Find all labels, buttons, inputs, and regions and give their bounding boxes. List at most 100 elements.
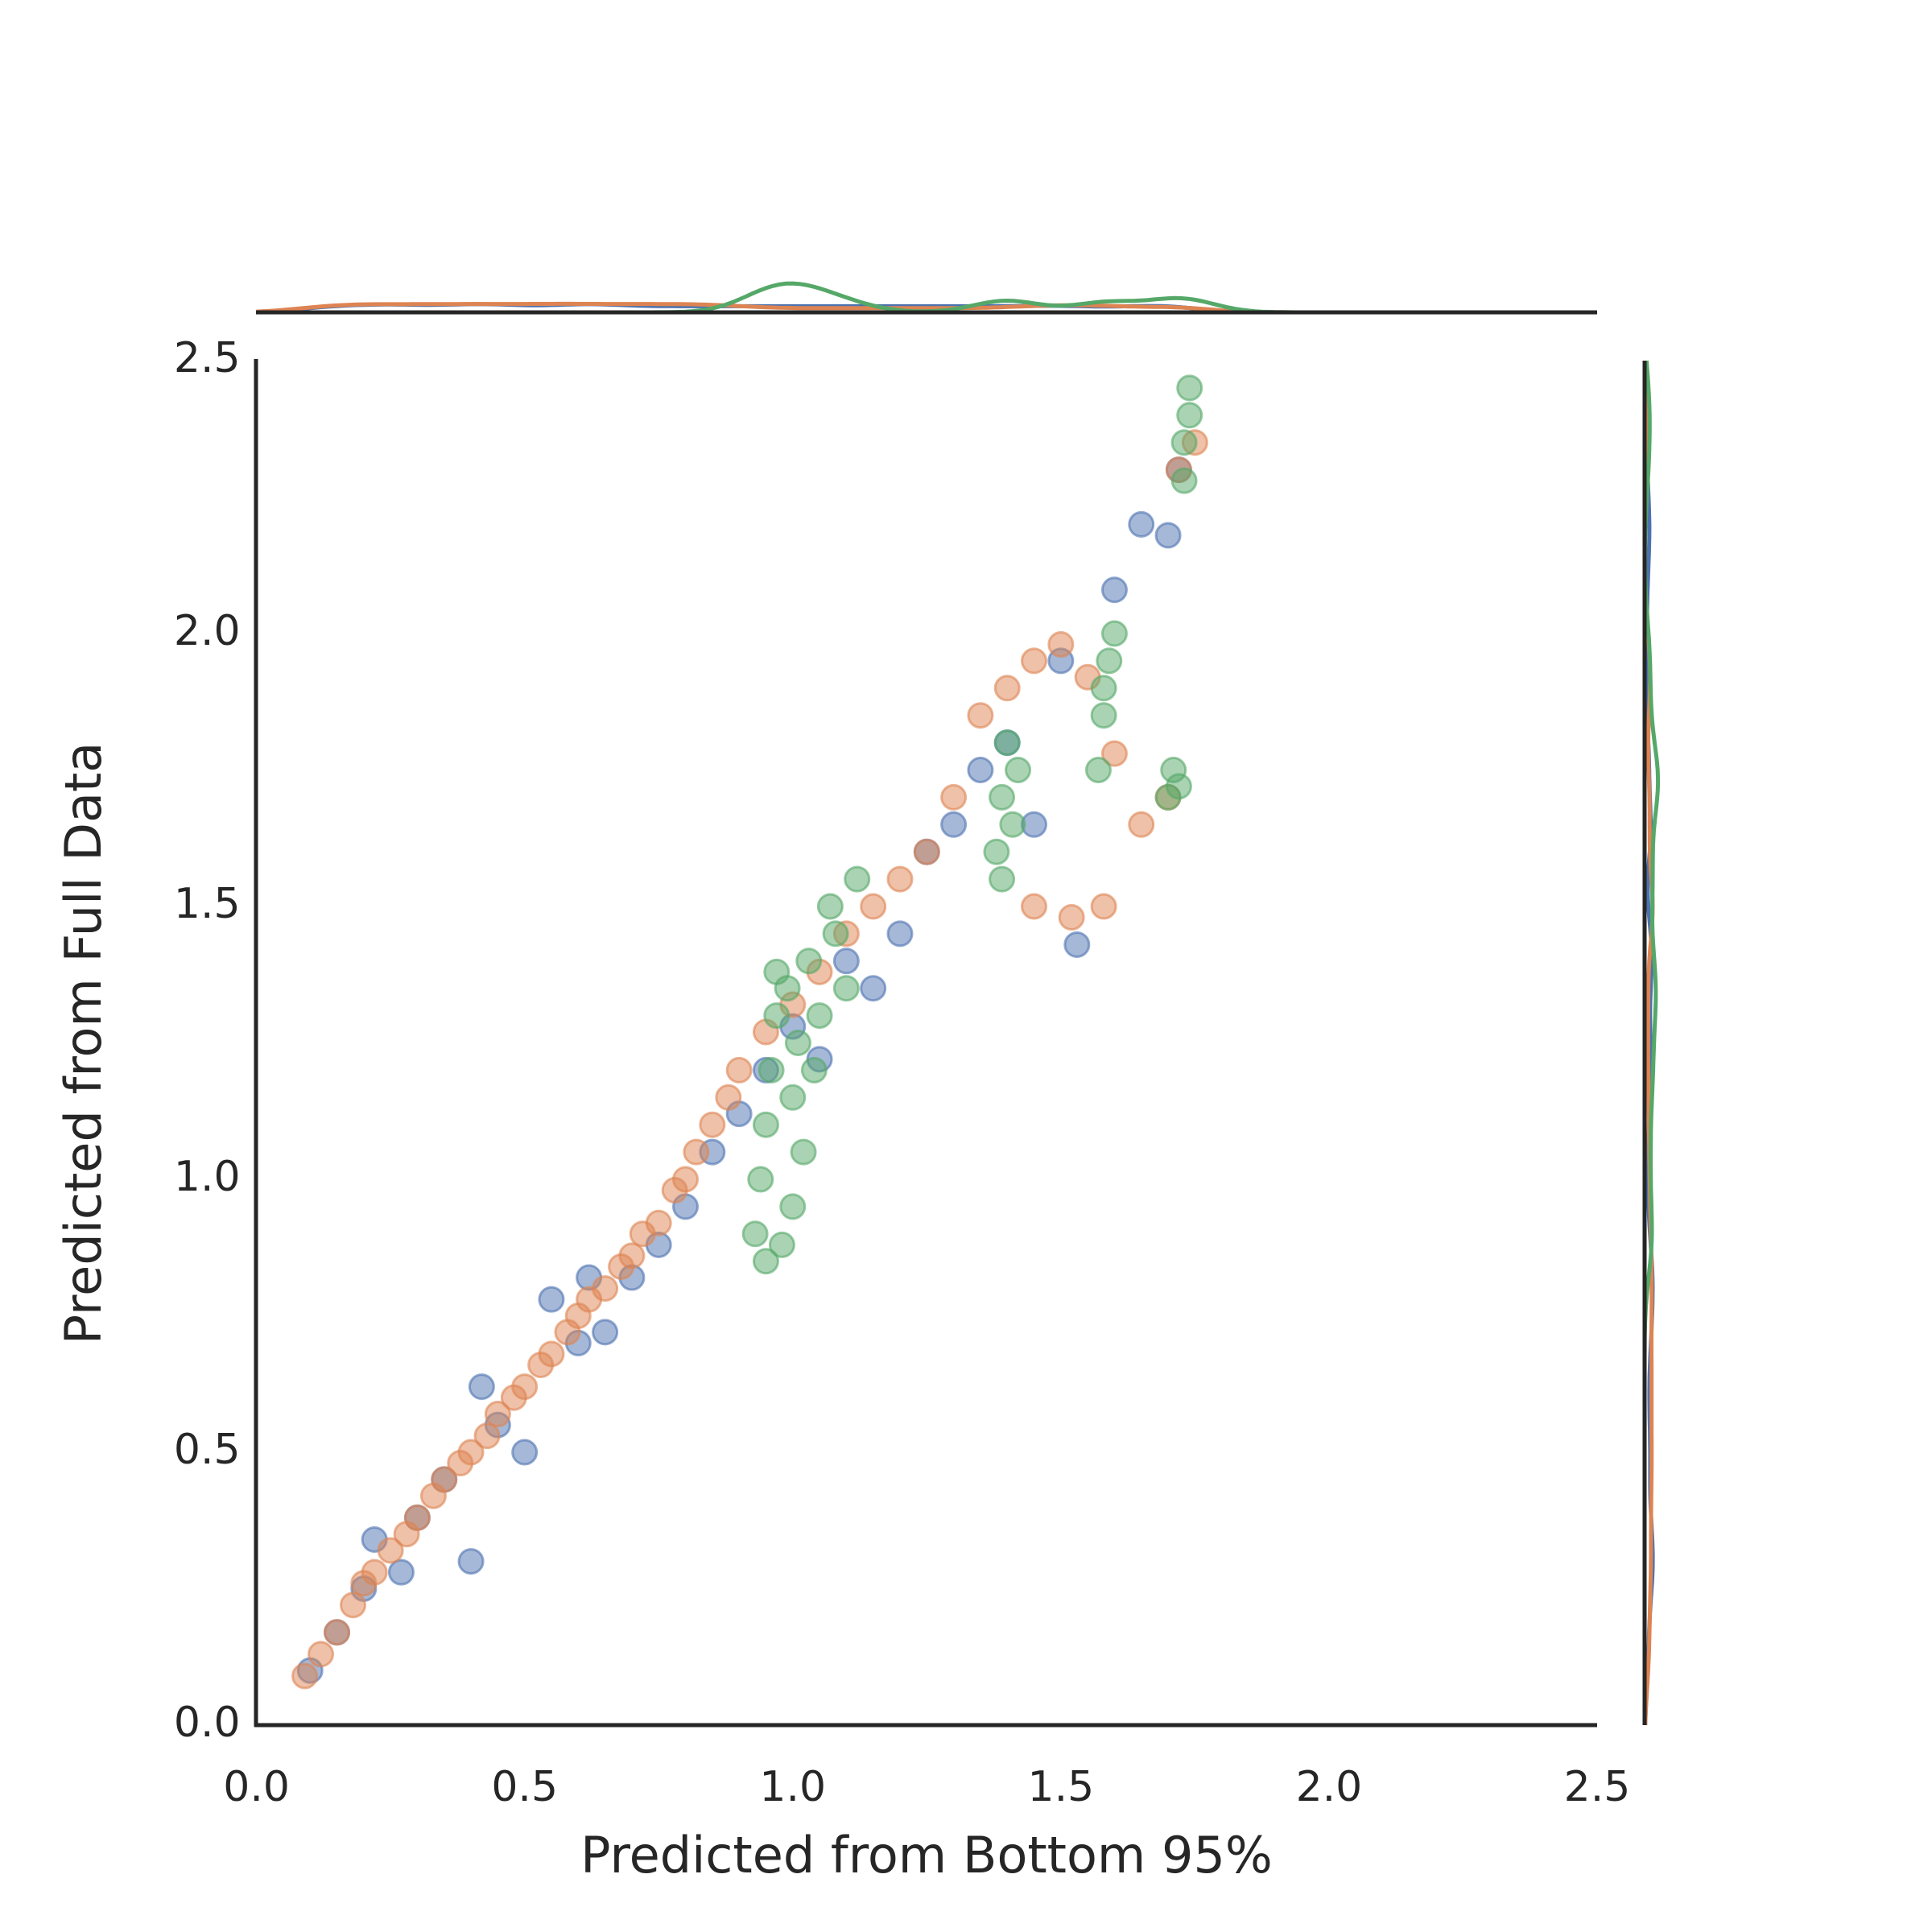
scatter-point — [715, 1084, 742, 1111]
scatter-point — [989, 865, 1016, 893]
scatter-point — [538, 1286, 565, 1313]
scatter-point — [940, 811, 968, 838]
scatter-point — [1090, 675, 1117, 702]
scatter-point — [1047, 631, 1075, 658]
scatter-point — [822, 920, 849, 947]
scatter-point — [779, 1084, 807, 1111]
scatter-point — [886, 865, 914, 893]
scatter-point — [1090, 893, 1117, 920]
scatter-point — [1021, 647, 1048, 675]
scatter-point — [699, 1111, 726, 1138]
scatter-point — [763, 1002, 791, 1030]
scatter-point — [779, 1193, 807, 1220]
x-tick-label: 0.5 — [491, 1763, 558, 1811]
scatter-point — [844, 865, 871, 893]
scatter-point — [1100, 620, 1128, 647]
scatter-point — [511, 1373, 539, 1401]
x-tick-label: 2.0 — [1296, 1763, 1363, 1811]
scatter-point — [457, 1439, 485, 1466]
scatter-point — [1170, 429, 1198, 456]
scatter-point — [340, 1591, 367, 1619]
scatter-point — [291, 1662, 319, 1690]
scatter-point — [993, 729, 1021, 757]
scatter-point — [989, 783, 1016, 811]
scatter-point — [758, 1056, 785, 1084]
scatter-point — [860, 893, 887, 920]
scatter-point — [800, 1056, 828, 1084]
scatter-point — [645, 1209, 672, 1236]
scatter-point — [1154, 522, 1182, 549]
scatter-point — [999, 811, 1026, 838]
y-tick-label: 2.5 — [174, 334, 241, 382]
scatter-point — [361, 1558, 388, 1586]
scatter-point — [1128, 510, 1155, 538]
scatter-point — [993, 675, 1021, 702]
scatter-point — [387, 1558, 415, 1586]
scatter-point — [592, 1275, 619, 1302]
y-tick-label: 1.0 — [174, 1153, 241, 1201]
scatter-point — [511, 1439, 539, 1466]
scatter-point — [403, 1504, 431, 1531]
scatter-point — [763, 958, 791, 985]
scatter-point — [1100, 576, 1128, 604]
x-tick-label: 1.5 — [1027, 1763, 1094, 1811]
scatter-point — [832, 947, 860, 975]
scatter-point — [860, 975, 887, 1002]
scatter-point — [377, 1537, 404, 1564]
plot-area — [291, 374, 1208, 1690]
scatter-point — [457, 1548, 485, 1575]
scatter-point — [940, 783, 968, 811]
scatter-point — [538, 1340, 565, 1368]
scatter-point — [1058, 904, 1085, 931]
scatter-point — [795, 947, 823, 975]
y-tick-label: 2.0 — [174, 607, 241, 655]
scatter-point — [752, 1111, 779, 1138]
scatter-point — [784, 1030, 811, 1056]
scatter-point — [672, 1166, 700, 1193]
scatter-point — [967, 702, 994, 729]
scatter-point — [1128, 811, 1155, 838]
scatter-point — [913, 838, 940, 865]
y-tick-label: 0.5 — [174, 1426, 241, 1474]
scatter-point — [816, 893, 844, 920]
scatter-point — [983, 838, 1010, 865]
scatter-point — [468, 1373, 495, 1401]
scatter-point — [1084, 757, 1112, 783]
scatter-point — [473, 1422, 501, 1450]
scatter-point — [1005, 757, 1032, 783]
scatter-point — [1100, 740, 1128, 767]
scatter-point — [1165, 773, 1192, 800]
scatter-point — [752, 1248, 779, 1275]
scatter-point — [484, 1401, 511, 1428]
x-axis-label: Predicted from Bottom 95% — [580, 1826, 1273, 1885]
scatter-point — [1170, 467, 1198, 494]
scatter-point — [431, 1466, 458, 1493]
scatter-point — [886, 920, 914, 947]
scatter-point — [324, 1619, 351, 1646]
y-tick-label: 1.5 — [174, 880, 241, 928]
scatter-point — [806, 1002, 833, 1030]
scatter-point — [747, 1166, 774, 1193]
scatter-point — [618, 1242, 646, 1269]
scatter-point — [1176, 402, 1203, 429]
scatter-point — [592, 1319, 619, 1346]
scatter-point — [683, 1138, 710, 1166]
scatter-point — [832, 975, 860, 1002]
x-tick-label: 0.0 — [223, 1763, 290, 1811]
scatter-point — [1021, 893, 1048, 920]
y-axis-label: Predicted from Full Data — [54, 742, 113, 1345]
scatter-point — [1063, 931, 1091, 958]
scatter-point — [1096, 647, 1123, 675]
x-tick-label: 2.5 — [1564, 1763, 1631, 1811]
scatter-point — [1090, 702, 1117, 729]
scatter-point — [725, 1056, 753, 1084]
scatter-point — [308, 1641, 335, 1668]
scatter-point — [1176, 374, 1203, 402]
scatter-point — [741, 1220, 769, 1248]
scatter-point — [768, 1231, 795, 1258]
scatter-point — [790, 1138, 817, 1166]
scatter-point — [967, 757, 994, 783]
